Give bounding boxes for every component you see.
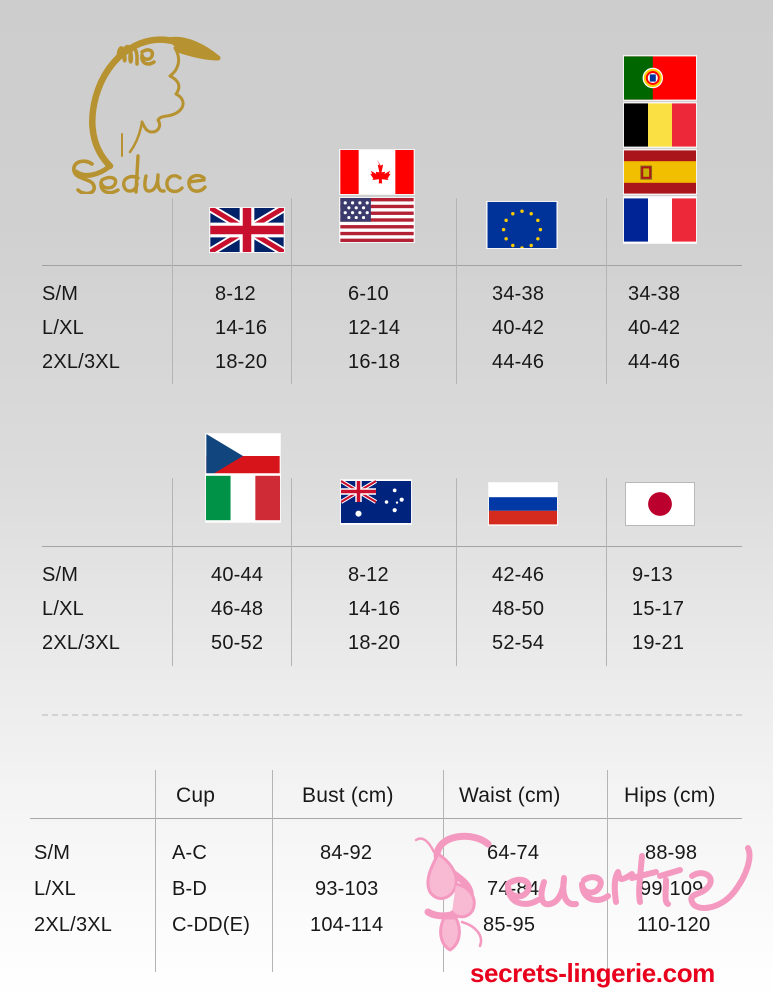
table-row: L/XL bbox=[42, 598, 84, 620]
table-cell: C-DD(E) bbox=[172, 914, 251, 936]
flag-column-canada-usa bbox=[340, 150, 414, 242]
portugal-flag-icon bbox=[624, 56, 696, 100]
table-cell: 40-42 bbox=[492, 317, 545, 339]
czech-flag-icon bbox=[206, 434, 280, 478]
spain-flag-icon bbox=[624, 150, 696, 194]
table-cell: 84-92 bbox=[320, 842, 373, 864]
table-cell: 74-84 bbox=[487, 878, 540, 900]
table-cell: 44-46 bbox=[628, 351, 681, 373]
secrets-watermark bbox=[404, 826, 773, 956]
table-3-divider-1 bbox=[155, 770, 156, 972]
table-cell: 34-38 bbox=[492, 283, 545, 305]
table-cell: 52-54 bbox=[492, 632, 545, 654]
table-cell: 44-46 bbox=[492, 351, 545, 373]
table-cell: 18-20 bbox=[348, 632, 401, 654]
table-cell: 19-21 bbox=[632, 632, 685, 654]
table-2-divider-1 bbox=[172, 478, 173, 666]
table-row: S/M bbox=[42, 564, 79, 586]
uk-flag-icon bbox=[210, 208, 284, 252]
table-3-divider-2 bbox=[272, 770, 273, 972]
table-cell: 8-12 bbox=[348, 564, 389, 586]
flag-column-russia bbox=[489, 483, 557, 525]
table-cell: 40-44 bbox=[211, 564, 264, 586]
table-cell: 15-17 bbox=[632, 598, 685, 620]
column-header-cup: Cup bbox=[176, 784, 216, 807]
flag-column-eu bbox=[487, 202, 557, 248]
table-2-divider-2 bbox=[291, 478, 292, 666]
flag-column-czech-italy bbox=[206, 434, 280, 522]
table-1-divider-4 bbox=[606, 198, 607, 384]
site-url[interactable]: secrets-lingerie.com bbox=[470, 958, 715, 988]
table-cell: 85-95 bbox=[483, 914, 536, 936]
table-row: L/XL bbox=[42, 317, 84, 339]
table-row: S/M bbox=[34, 842, 71, 864]
australia-flag-icon bbox=[341, 480, 411, 524]
table-cell: 16-18 bbox=[348, 351, 401, 373]
table-cell: 40-42 bbox=[628, 317, 681, 339]
table-1-divider-1 bbox=[172, 198, 173, 384]
table-2-divider-3 bbox=[456, 478, 457, 666]
table-row: S/M bbox=[42, 283, 79, 305]
table-row: 2XL/3XL bbox=[42, 351, 121, 373]
canada-flag-icon bbox=[340, 150, 414, 194]
table-cell: 93-103 bbox=[315, 878, 379, 900]
table-cell: 6-10 bbox=[348, 283, 389, 305]
table-2-header-rule bbox=[42, 546, 742, 547]
usa-flag-icon bbox=[340, 198, 414, 242]
table-3-header-rule bbox=[30, 818, 742, 819]
table-cell: 42-46 bbox=[492, 564, 545, 586]
eu-flag-icon bbox=[487, 202, 557, 248]
flag-column-uk bbox=[210, 208, 284, 252]
table-cell: 50-52 bbox=[211, 632, 264, 654]
table-cell: 34-38 bbox=[628, 283, 681, 305]
table-1-divider-3 bbox=[456, 198, 457, 384]
table-cell: 14-16 bbox=[215, 317, 268, 339]
table-cell: 64-74 bbox=[487, 842, 540, 864]
column-header-hips: Hips (cm) bbox=[624, 784, 716, 807]
table-3-divider-4 bbox=[607, 770, 608, 972]
table-row: L/XL bbox=[34, 878, 76, 900]
table-cell: 88-98 bbox=[645, 842, 698, 864]
flag-column-portugal-belgium-spain-france bbox=[624, 56, 696, 243]
table-cell: 8-12 bbox=[215, 283, 256, 305]
section-divider bbox=[42, 714, 742, 716]
table-cell: 18-20 bbox=[215, 351, 268, 373]
table-cell: 12-14 bbox=[348, 317, 401, 339]
table-1-header-rule bbox=[42, 265, 742, 266]
column-header-bust: Bust (cm) bbox=[302, 784, 394, 807]
table-3-divider-3 bbox=[443, 770, 444, 972]
table-2-divider-4 bbox=[606, 478, 607, 666]
italy-flag-icon bbox=[206, 474, 280, 522]
flag-column-australia bbox=[341, 480, 411, 524]
table-cell: 104-114 bbox=[310, 914, 384, 936]
table-cell: 48-50 bbox=[492, 598, 545, 620]
column-header-waist: Waist (cm) bbox=[459, 784, 561, 807]
table-cell: 9-13 bbox=[632, 564, 673, 586]
table-cell: B-D bbox=[172, 878, 208, 900]
table-cell: 46-48 bbox=[211, 598, 264, 620]
table-row: 2XL/3XL bbox=[34, 914, 113, 936]
table-cell: 99-109 bbox=[640, 878, 704, 900]
japan-flag-icon bbox=[626, 483, 694, 525]
table-cell: A-C bbox=[172, 842, 208, 864]
table-cell: 14-16 bbox=[348, 598, 401, 620]
table-cell: 110-120 bbox=[637, 914, 711, 936]
belgium-flag-icon bbox=[624, 103, 696, 147]
table-1-divider-2 bbox=[291, 198, 292, 384]
seduce-me-logo bbox=[58, 14, 228, 194]
russia-flag-icon bbox=[489, 483, 557, 525]
flag-column-japan bbox=[626, 483, 694, 525]
table-row: 2XL/3XL bbox=[42, 632, 121, 654]
france-flag-icon bbox=[624, 197, 696, 243]
